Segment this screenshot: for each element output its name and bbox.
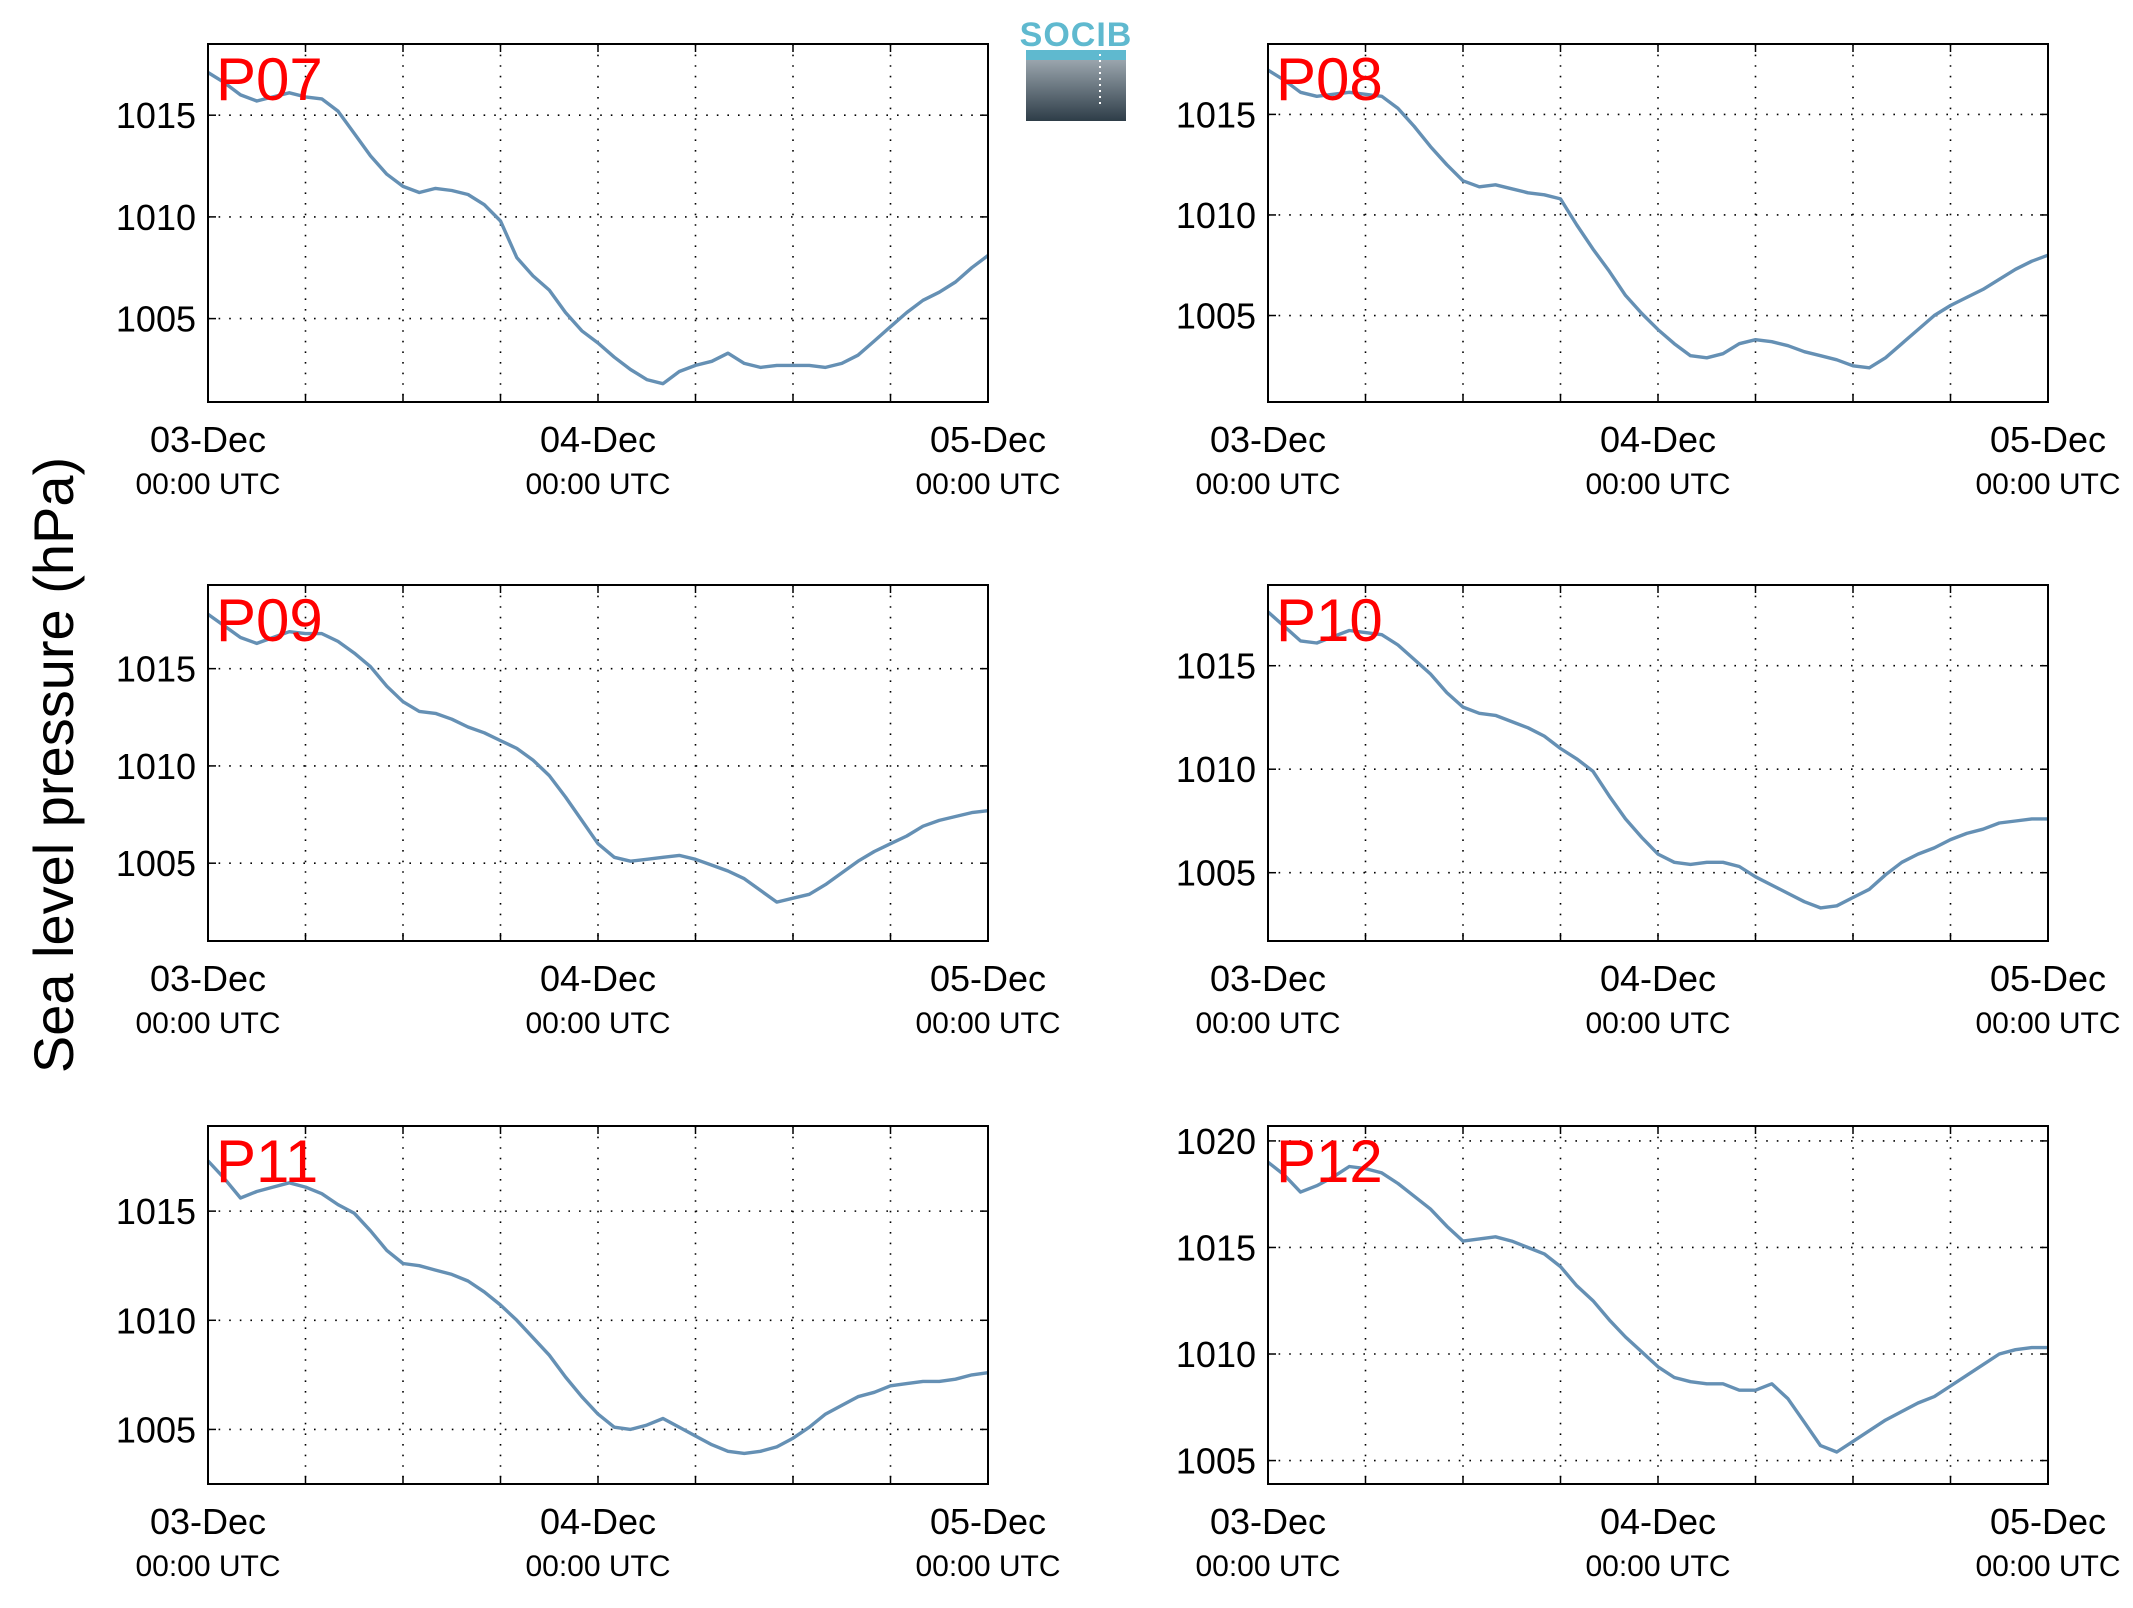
pressure-series-line (207, 612, 989, 904)
x-tick-label-time: 00:00 UTC (1195, 1550, 1340, 1583)
axes-frame (207, 43, 989, 403)
y-tick-label: 1010 (1176, 749, 1256, 790)
y-axis-label: Sea level pressure (hPa) (22, 457, 85, 1073)
station-label: P07 (216, 46, 323, 113)
axes-frame (207, 584, 989, 942)
x-tick-label-time: 00:00 UTC (1585, 468, 1730, 501)
logo-text: SOCIB (1020, 16, 1133, 54)
x-tick-label-date: 05-Dec (1990, 958, 2106, 999)
x-tick-label-date: 04-Dec (540, 419, 656, 460)
station-label: P08 (1276, 46, 1383, 113)
x-tick-label-date: 04-Dec (1600, 1501, 1716, 1542)
x-tick-label-time: 00:00 UTC (525, 1007, 670, 1040)
y-tick-label: 1015 (116, 1191, 196, 1232)
x-tick-label-date: 05-Dec (1990, 1501, 2106, 1542)
y-tick-label: 1015 (116, 649, 196, 690)
x-tick-label-time: 00:00 UTC (915, 1550, 1060, 1583)
y-tick-label: 1020 (1176, 1121, 1256, 1162)
x-tick-label-time: 00:00 UTC (135, 468, 280, 501)
x-tick-label-time: 00:00 UTC (525, 1550, 670, 1583)
y-tick-label: 1005 (116, 843, 196, 884)
x-tick-label-date: 04-Dec (540, 958, 656, 999)
x-tick-label-time: 00:00 UTC (135, 1550, 280, 1583)
y-tick-label: 1005 (1176, 853, 1256, 894)
x-tick-label-date: 03-Dec (1210, 1501, 1326, 1542)
panel-p09: 1005 1010 1015 P09 03-Dec 00:00 UTC 04-Dec 00:0… (116, 584, 1061, 1040)
axes-frame (1267, 584, 2049, 942)
y-tick-label: 1005 (1176, 1441, 1256, 1482)
logo-wave-band (1026, 50, 1126, 60)
axes-frame (207, 1125, 989, 1485)
pressure-series-line (207, 71, 990, 386)
logo-gradient-block (1026, 60, 1126, 121)
y-tick-label: 1010 (116, 746, 196, 787)
x-tick-label-date: 05-Dec (1990, 419, 2106, 460)
y-tick-label: 1015 (1176, 94, 1256, 135)
y-tick-label: 1005 (116, 299, 196, 340)
pressure-series-line (1266, 610, 2048, 910)
station-label: P09 (216, 587, 323, 654)
panel-p12: 1005 1010 1015 1020 P12 03-Dec 00:00 UTC 04-Dec… (1176, 1121, 2121, 1583)
x-tick-label-time: 00:00 UTC (1975, 1007, 2120, 1040)
panel-p11: 1005 1010 1015 P11 03-Dec 00:00 UTC 04-Dec 00:0… (116, 1125, 1061, 1583)
y-tick-label: 1005 (1176, 296, 1256, 337)
x-tick-label-time: 00:00 UTC (1585, 1007, 1730, 1040)
pressure-series-line (206, 1159, 989, 1456)
x-tick-label-time: 00:00 UTC (1585, 1550, 1730, 1583)
x-tick-label-time: 00:00 UTC (1975, 1550, 2120, 1583)
panel-p10: 1005 1010 1015 P10 03-Dec 00:00 UTC 04-Dec 00:0… (1176, 584, 2121, 1040)
x-tick-label-time: 00:00 UTC (1195, 1007, 1340, 1040)
y-tick-label: 1010 (1176, 195, 1256, 236)
x-tick-label-date: 03-Dec (150, 419, 266, 460)
x-tick-label-date: 03-Dec (150, 958, 266, 999)
x-tick-label-date: 05-Dec (930, 1501, 1046, 1542)
x-tick-label-time: 00:00 UTC (915, 1007, 1060, 1040)
x-tick-label-date: 04-Dec (540, 1501, 656, 1542)
panel-p07: 1005 1010 1015 P07 03-Dec 00:00 UTC 04-Dec 00:0… (116, 43, 1061, 501)
pressure-series-line (1266, 1160, 2048, 1454)
station-label: P12 (1276, 1128, 1383, 1195)
station-label: P11 (216, 1128, 318, 1195)
x-tick-label-date: 04-Dec (1600, 958, 1716, 999)
x-tick-label-time: 00:00 UTC (1975, 468, 2120, 501)
x-tick-label-date: 05-Dec (930, 958, 1046, 999)
x-tick-label-date: 04-Dec (1600, 419, 1716, 460)
y-tick-label: 1010 (116, 1300, 196, 1341)
socib-logo: SOCIB (1020, 16, 1133, 121)
axes-frame (1267, 43, 2049, 403)
x-tick-label-date: 03-Dec (1210, 958, 1326, 999)
x-tick-label-date: 03-Dec (150, 1501, 266, 1542)
axes-frame (1267, 1125, 2049, 1485)
station-label: P10 (1276, 587, 1383, 654)
panel-p08: 1005 1010 1015 P08 03-Dec 00:00 UTC 04-Dec 00:0… (1176, 43, 2121, 501)
x-tick-label-time: 00:00 UTC (1195, 468, 1340, 501)
x-tick-label-date: 05-Dec (930, 419, 1046, 460)
x-tick-label-date: 03-Dec (1210, 419, 1326, 460)
x-tick-label-time: 00:00 UTC (915, 468, 1060, 501)
y-tick-label: 1010 (1176, 1334, 1256, 1375)
y-tick-label: 1015 (1176, 1227, 1256, 1268)
x-tick-label-time: 00:00 UTC (135, 1007, 280, 1040)
pressure-series-line (1267, 68, 2049, 370)
y-tick-label: 1015 (116, 95, 196, 136)
y-tick-label: 1005 (116, 1409, 196, 1450)
x-tick-label-time: 00:00 UTC (525, 468, 670, 501)
y-tick-label: 1015 (1176, 646, 1256, 687)
y-tick-label: 1010 (116, 197, 196, 238)
